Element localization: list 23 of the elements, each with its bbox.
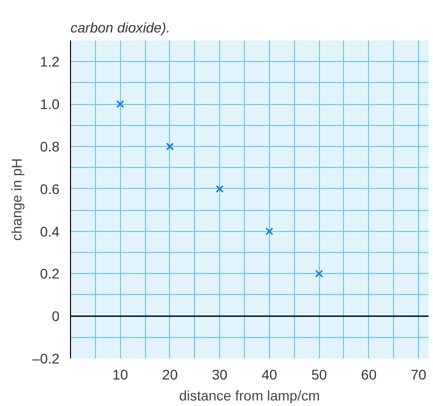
- x-tick-label: 60: [361, 366, 377, 382]
- y-tick-label: 0.8: [40, 138, 60, 154]
- x-tick-label: 30: [212, 366, 228, 382]
- x-tick-label: 10: [112, 366, 128, 382]
- y-tick-label: –0.2: [32, 350, 60, 366]
- x-tick-label: 70: [410, 366, 427, 382]
- y-tick-label: 1.2: [40, 54, 60, 70]
- x-axis-title: distance from lamp/cm: [179, 388, 320, 404]
- point: [116, 100, 124, 108]
- point: [265, 227, 274, 236]
- x-tick-label: 20: [162, 366, 178, 382]
- point: [216, 184, 224, 193]
- y-tick-label: 0.4: [40, 223, 60, 240]
- point: [166, 142, 174, 150]
- y-tick-label: 1.0: [40, 96, 60, 112]
- y-axis-title: change in pH: [8, 158, 24, 241]
- y-tick-label: 0: [52, 308, 60, 324]
- x-tick-label: 50: [311, 366, 328, 382]
- text: carbon dioxide).: [70, 20, 170, 36]
- point: [315, 270, 324, 278]
- y-tick-label: 0.2: [40, 266, 60, 282]
- y-tick-label: 0.6: [40, 180, 60, 197]
- x-tick-label: 40: [262, 366, 278, 382]
